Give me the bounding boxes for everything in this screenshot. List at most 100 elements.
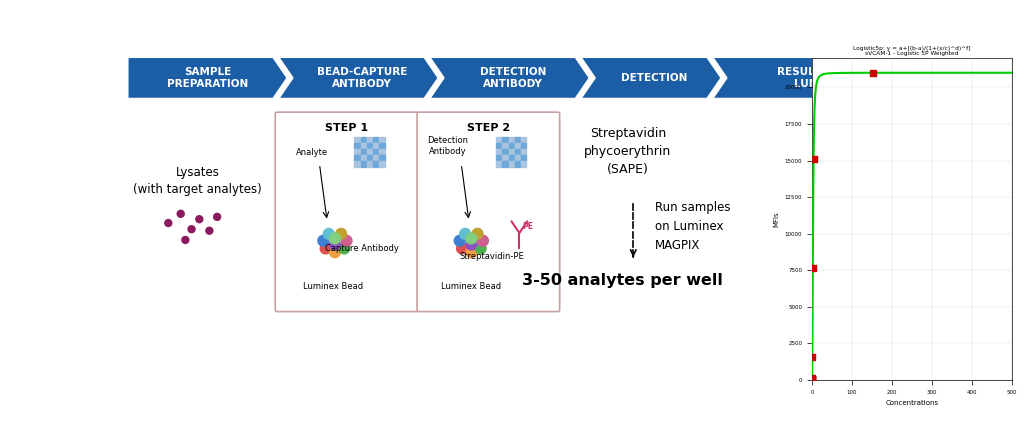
Text: BEAD-CAPTURE
ANTIBODY: BEAD-CAPTURE ANTIBODY	[316, 67, 408, 89]
Circle shape	[165, 219, 172, 227]
Circle shape	[330, 239, 340, 250]
Point	[804, 354, 820, 361]
Point	[804, 375, 820, 382]
Circle shape	[457, 243, 467, 254]
Circle shape	[330, 233, 340, 244]
Bar	[367, 161, 372, 167]
Bar	[503, 137, 508, 142]
Bar	[503, 143, 508, 148]
Text: Analyte: Analyte	[296, 148, 328, 157]
Text: PE: PE	[522, 223, 534, 232]
Bar	[496, 137, 502, 142]
Circle shape	[472, 228, 483, 239]
Point	[865, 69, 882, 76]
Polygon shape	[280, 58, 438, 98]
Text: Detection
Antibody: Detection Antibody	[428, 136, 469, 156]
Text: DETECTION
ANTIBODY: DETECTION ANTIBODY	[480, 67, 547, 89]
Text: Luminex Bead: Luminex Bead	[441, 283, 502, 291]
Bar	[521, 137, 526, 142]
Circle shape	[466, 239, 477, 250]
Bar	[496, 155, 502, 160]
Bar	[379, 155, 385, 160]
Circle shape	[317, 236, 329, 246]
Polygon shape	[713, 58, 922, 98]
Y-axis label: MFIs: MFIs	[773, 211, 779, 227]
Bar	[496, 161, 502, 167]
Circle shape	[214, 213, 220, 220]
Polygon shape	[582, 58, 721, 98]
X-axis label: Concentrations: Concentrations	[886, 400, 938, 406]
Bar	[373, 143, 378, 148]
Text: Lysates
(with target analytes): Lysates (with target analytes)	[133, 166, 262, 196]
Bar	[379, 149, 385, 155]
Bar	[360, 143, 366, 148]
Bar	[515, 149, 520, 155]
Circle shape	[466, 247, 477, 257]
Circle shape	[460, 228, 471, 239]
Bar	[373, 149, 378, 155]
Bar	[354, 161, 359, 167]
Text: Streptavidin-PE: Streptavidin-PE	[460, 252, 524, 261]
Point	[805, 155, 821, 162]
Bar	[367, 143, 372, 148]
Circle shape	[182, 236, 188, 244]
Bar	[515, 155, 520, 160]
Circle shape	[336, 228, 346, 239]
Text: Streptavidin
phycoerythrin
(SAPE): Streptavidin phycoerythrin (SAPE)	[585, 127, 672, 176]
Bar	[515, 161, 520, 167]
Bar	[509, 155, 514, 160]
Point	[804, 375, 820, 383]
Text: RESULTS FROM
LUMINEX: RESULTS FROM LUMINEX	[776, 67, 865, 89]
Bar	[503, 149, 508, 155]
Bar	[496, 143, 502, 148]
Bar	[503, 161, 508, 167]
Text: SAMPLE
PREPARATION: SAMPLE PREPARATION	[167, 67, 248, 89]
Bar	[360, 155, 366, 160]
Circle shape	[196, 216, 203, 223]
Circle shape	[188, 226, 195, 233]
Bar	[354, 149, 359, 155]
Circle shape	[206, 227, 213, 234]
Circle shape	[455, 236, 465, 246]
Bar	[367, 155, 372, 160]
Bar	[379, 161, 385, 167]
Bar	[354, 137, 359, 142]
Bar	[360, 137, 366, 142]
Bar	[373, 137, 378, 142]
Circle shape	[330, 247, 340, 257]
Bar	[509, 161, 514, 167]
Circle shape	[321, 243, 331, 254]
Bar	[509, 143, 514, 148]
Circle shape	[324, 228, 334, 239]
Text: Capture Antibody: Capture Antibody	[325, 244, 399, 253]
Text: DETECTION: DETECTION	[622, 73, 688, 83]
Text: Run samples
on Luminex
MAGPIX: Run samples on Luminex MAGPIX	[655, 202, 730, 253]
Bar	[521, 161, 526, 167]
Polygon shape	[128, 58, 287, 98]
Polygon shape	[430, 58, 589, 98]
Bar	[354, 143, 359, 148]
Circle shape	[341, 236, 352, 246]
Point	[804, 374, 820, 381]
Bar	[509, 149, 514, 155]
Text: STEP 2: STEP 2	[467, 122, 510, 133]
Circle shape	[466, 233, 477, 244]
Bar	[373, 161, 378, 167]
Bar	[379, 137, 385, 142]
Bar	[360, 161, 366, 167]
Point	[805, 264, 821, 271]
Bar	[515, 143, 520, 148]
Bar	[367, 149, 372, 155]
Bar	[521, 149, 526, 155]
Title: Logistic5p: y = a+[(b-a)/(1+(x/c)^d)^f]
sVCAM-1 - Logistic 5P Weighted: Logistic5p: y = a+[(b-a)/(1+(x/c)^d)^f] …	[853, 46, 971, 56]
Bar	[521, 143, 526, 148]
Bar	[521, 155, 526, 160]
FancyBboxPatch shape	[275, 112, 418, 312]
Circle shape	[339, 243, 349, 254]
Bar	[503, 155, 508, 160]
Bar	[373, 155, 378, 160]
Point	[804, 376, 820, 383]
Bar	[360, 149, 366, 155]
Circle shape	[477, 236, 488, 246]
Bar	[379, 143, 385, 148]
